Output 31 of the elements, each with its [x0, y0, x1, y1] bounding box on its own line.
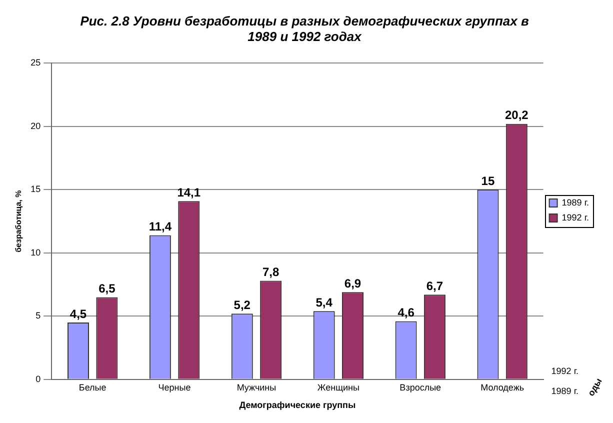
data-label: 5,4	[316, 295, 333, 310]
x-tick-label: Мужчины	[236, 382, 276, 392]
y-tick-label: 0	[36, 374, 41, 384]
data-label: 4,5	[70, 306, 87, 321]
data-label: 7,8	[262, 265, 280, 280]
y-tick-label: 25	[30, 58, 41, 68]
y-tick-label: 5	[36, 310, 41, 321]
x-axis-title: Демографические группы	[239, 400, 356, 410]
text: 1989 г.	[551, 386, 579, 396]
data-label: 14,1	[177, 185, 201, 200]
data-label: 11,4	[148, 220, 172, 234]
data-label: 20,2	[504, 108, 529, 122]
legend-label: 1992 г.	[562, 212, 590, 222]
y-tick-label: 20	[30, 120, 41, 131]
y-tick-label: 10	[30, 247, 41, 258]
chart-title: Рис. 2.8 Уровни безработицы в разных демографических группах в 1989 и 1992 годах	[80, 13, 529, 44]
legend-label: 1989 г.	[562, 197, 590, 208]
y-tick-label: 15	[30, 184, 41, 194]
data-label: 15	[481, 174, 495, 188]
x-tick-label: Молодежь	[480, 382, 524, 392]
data-label: 6,7	[426, 278, 444, 293]
data-label: 6,5	[98, 282, 116, 296]
x-tick-label: Черные	[158, 382, 191, 392]
x-tick-label: Женщины	[317, 382, 360, 392]
x-tick-label: Белые	[78, 382, 106, 392]
x-tick-label: Взрослые	[400, 382, 442, 392]
data-label: 5,2	[234, 298, 251, 312]
y-axis-title: безработица, %	[14, 190, 24, 252]
text: 1992 г.	[551, 366, 579, 376]
data-label: 6,9	[344, 276, 362, 290]
data-label: 4,6	[398, 306, 415, 320]
